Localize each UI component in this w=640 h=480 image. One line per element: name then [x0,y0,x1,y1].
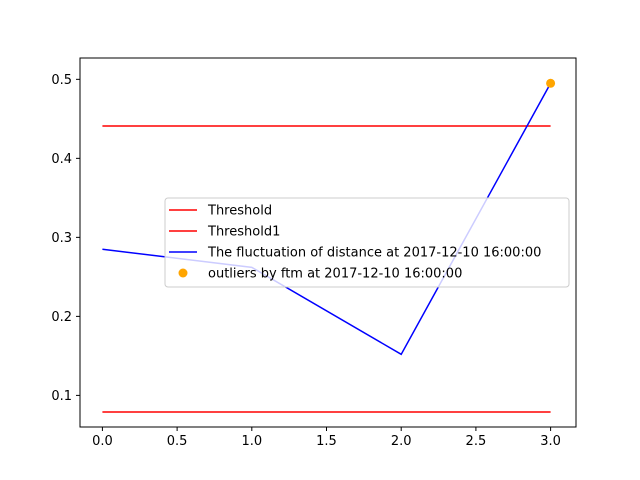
x-tick-label: 1.5 [316,434,337,449]
legend-label: outliers by ftm at 2017-12-10 16:00:00 [208,267,462,282]
legend-label: The fluctuation of distance at 2017-12-1… [207,246,541,261]
y-tick-label: 0.2 [51,310,72,325]
outlier-point [546,78,556,88]
legend-box [164,197,570,288]
y-tick-label: 0.4 [51,152,72,167]
y-axis: 0.1 0.2 0.3 0.4 0.5 [51,73,80,404]
x-tick-label: 1.0 [241,434,262,449]
x-tick-label: 2.5 [466,434,487,449]
legend-label: Threshold [207,204,272,219]
x-tick-label: 3.0 [540,434,561,449]
y-tick-label: 0.3 [51,231,72,246]
axes-frame [79,57,577,428]
x-tick-label: 0.0 [92,434,113,449]
legend-label: Threshold1 [207,225,280,240]
y-tick-label: 0.5 [51,73,72,88]
legend-swatch [178,268,188,278]
y-tick-label: 0.1 [51,389,72,404]
x-tick-label: 2.0 [391,434,412,449]
legend: Threshold Threshold1 The fluctuation of di… [164,197,570,288]
x-axis: 0.0 0.5 1.0 1.5 2.0 2.5 3.0 [92,427,561,449]
x-tick-label: 0.5 [167,434,188,449]
